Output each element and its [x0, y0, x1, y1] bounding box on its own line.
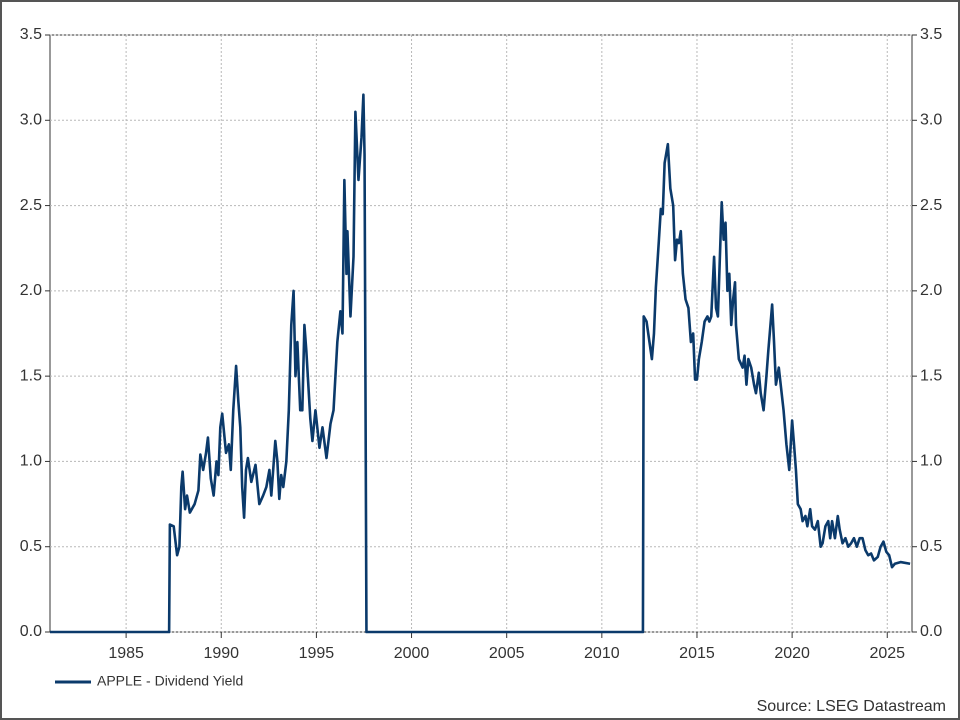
x-tick-label: 1995	[299, 645, 335, 662]
x-tick-label: 2020	[774, 645, 810, 662]
y-tick-label-right: 1.5	[920, 367, 942, 384]
y-tick-label-right: 3.5	[920, 26, 942, 43]
y-tick-label-right: 3.0	[920, 112, 942, 129]
y-tick-label-right: 2.0	[920, 282, 942, 299]
y-tick-label: 2.0	[20, 282, 42, 299]
y-tick-label: 1.0	[20, 453, 42, 470]
y-tick-label: 3.0	[20, 112, 42, 129]
x-tick-label: 2005	[489, 645, 525, 662]
y-tick-label-right: 1.0	[920, 453, 942, 470]
x-tick-label: 2015	[679, 645, 715, 662]
x-tick-label: 2025	[869, 645, 905, 662]
y-tick-label: 1.5	[20, 367, 42, 384]
x-tick-label: 1990	[203, 645, 239, 662]
x-tick-label: 2010	[584, 645, 620, 662]
data-line	[50, 93, 911, 634]
x-tick-label: 2000	[394, 645, 430, 662]
y-tick-label: 0.0	[20, 623, 42, 640]
y-tick-label: 3.5	[20, 26, 42, 43]
y-tick-label-right: 0.5	[920, 538, 942, 555]
y-tick-label: 0.5	[20, 538, 42, 555]
y-tick-label-right: 0.0	[920, 623, 942, 640]
x-tick-label: 1985	[108, 645, 144, 662]
source: Source: LSEG Datastream	[757, 698, 946, 715]
legend-label: APPLE - Dividend Yield	[97, 673, 243, 689]
y-tick-label-right: 2.5	[920, 197, 942, 214]
y-tick-label: 2.5	[20, 197, 42, 214]
